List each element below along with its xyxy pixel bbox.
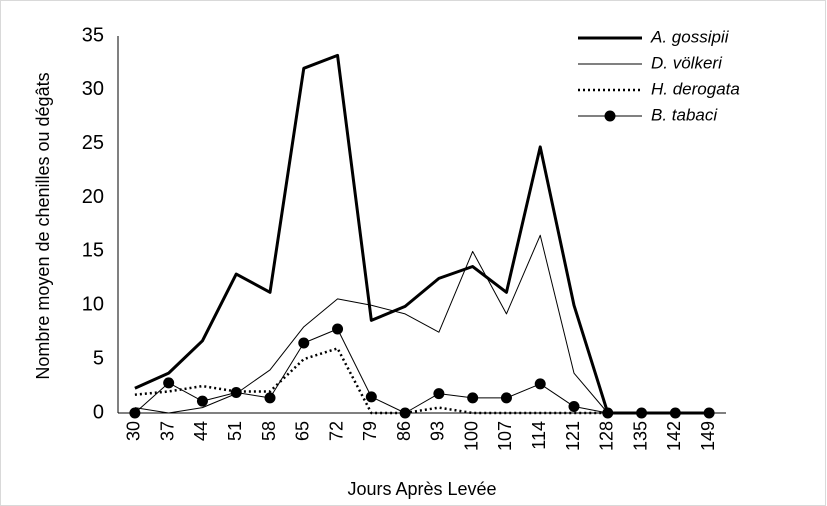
x-tick-label: 121 bbox=[563, 421, 583, 451]
y-tick-label: 35 bbox=[82, 24, 104, 46]
y-tick-label: 30 bbox=[82, 78, 104, 100]
y-tick-label: 20 bbox=[82, 186, 104, 208]
x-tick-label: 30 bbox=[124, 421, 144, 441]
series-marker bbox=[264, 392, 276, 404]
y-tick-label: 5 bbox=[93, 347, 104, 369]
legend-label: H. derogata bbox=[651, 79, 740, 98]
y-tick-label: 15 bbox=[82, 240, 104, 262]
legend-label: B. tabaci bbox=[651, 105, 718, 124]
x-tick-label: 65 bbox=[293, 421, 313, 441]
x-tick-label: 72 bbox=[326, 421, 346, 441]
series-marker bbox=[669, 407, 681, 419]
x-tick-label: 44 bbox=[191, 421, 211, 441]
series-marker bbox=[534, 378, 546, 390]
x-tick-label: 100 bbox=[461, 421, 481, 451]
series-marker bbox=[230, 387, 242, 399]
x-tick-label: 79 bbox=[360, 421, 380, 441]
x-tick-label: 135 bbox=[630, 421, 650, 451]
x-tick-label: 86 bbox=[394, 421, 414, 441]
series-marker bbox=[703, 407, 715, 419]
series-marker bbox=[298, 337, 310, 349]
x-tick-label: 58 bbox=[259, 421, 279, 441]
y-axis-label: Nombre moyen de chenilles ou dégâts bbox=[33, 72, 53, 379]
y-tick-label: 10 bbox=[82, 294, 104, 316]
y-tick-label: 0 bbox=[93, 401, 104, 423]
series-marker bbox=[332, 323, 344, 335]
x-tick-label: 37 bbox=[157, 421, 177, 441]
series-marker bbox=[467, 392, 479, 404]
legend-label: A. gossipii bbox=[650, 27, 730, 46]
x-axis-label: Jours Après Levée bbox=[347, 479, 496, 499]
x-tick-label: 114 bbox=[529, 421, 549, 450]
series-marker bbox=[602, 407, 614, 419]
series-marker bbox=[365, 391, 377, 403]
series-marker bbox=[636, 407, 648, 419]
x-tick-label: 149 bbox=[698, 421, 718, 451]
x-tick-label: 128 bbox=[597, 421, 617, 451]
series-line bbox=[134, 328, 710, 414]
series-marker bbox=[568, 401, 580, 413]
series-marker bbox=[399, 407, 411, 419]
series-marker bbox=[500, 392, 512, 404]
legend-label: D. völkeri bbox=[651, 53, 723, 72]
series-marker bbox=[196, 395, 208, 407]
x-tick-label: 51 bbox=[225, 421, 245, 441]
x-tick-label: 142 bbox=[664, 421, 684, 451]
series-line bbox=[134, 347, 710, 415]
y-tick-label: 25 bbox=[82, 132, 104, 154]
series-marker bbox=[163, 377, 175, 389]
x-tick-label: 107 bbox=[495, 421, 515, 451]
x-tick-label: 93 bbox=[428, 421, 448, 441]
legend-marker bbox=[604, 110, 616, 122]
series-marker bbox=[129, 407, 141, 419]
series-marker bbox=[433, 388, 445, 400]
